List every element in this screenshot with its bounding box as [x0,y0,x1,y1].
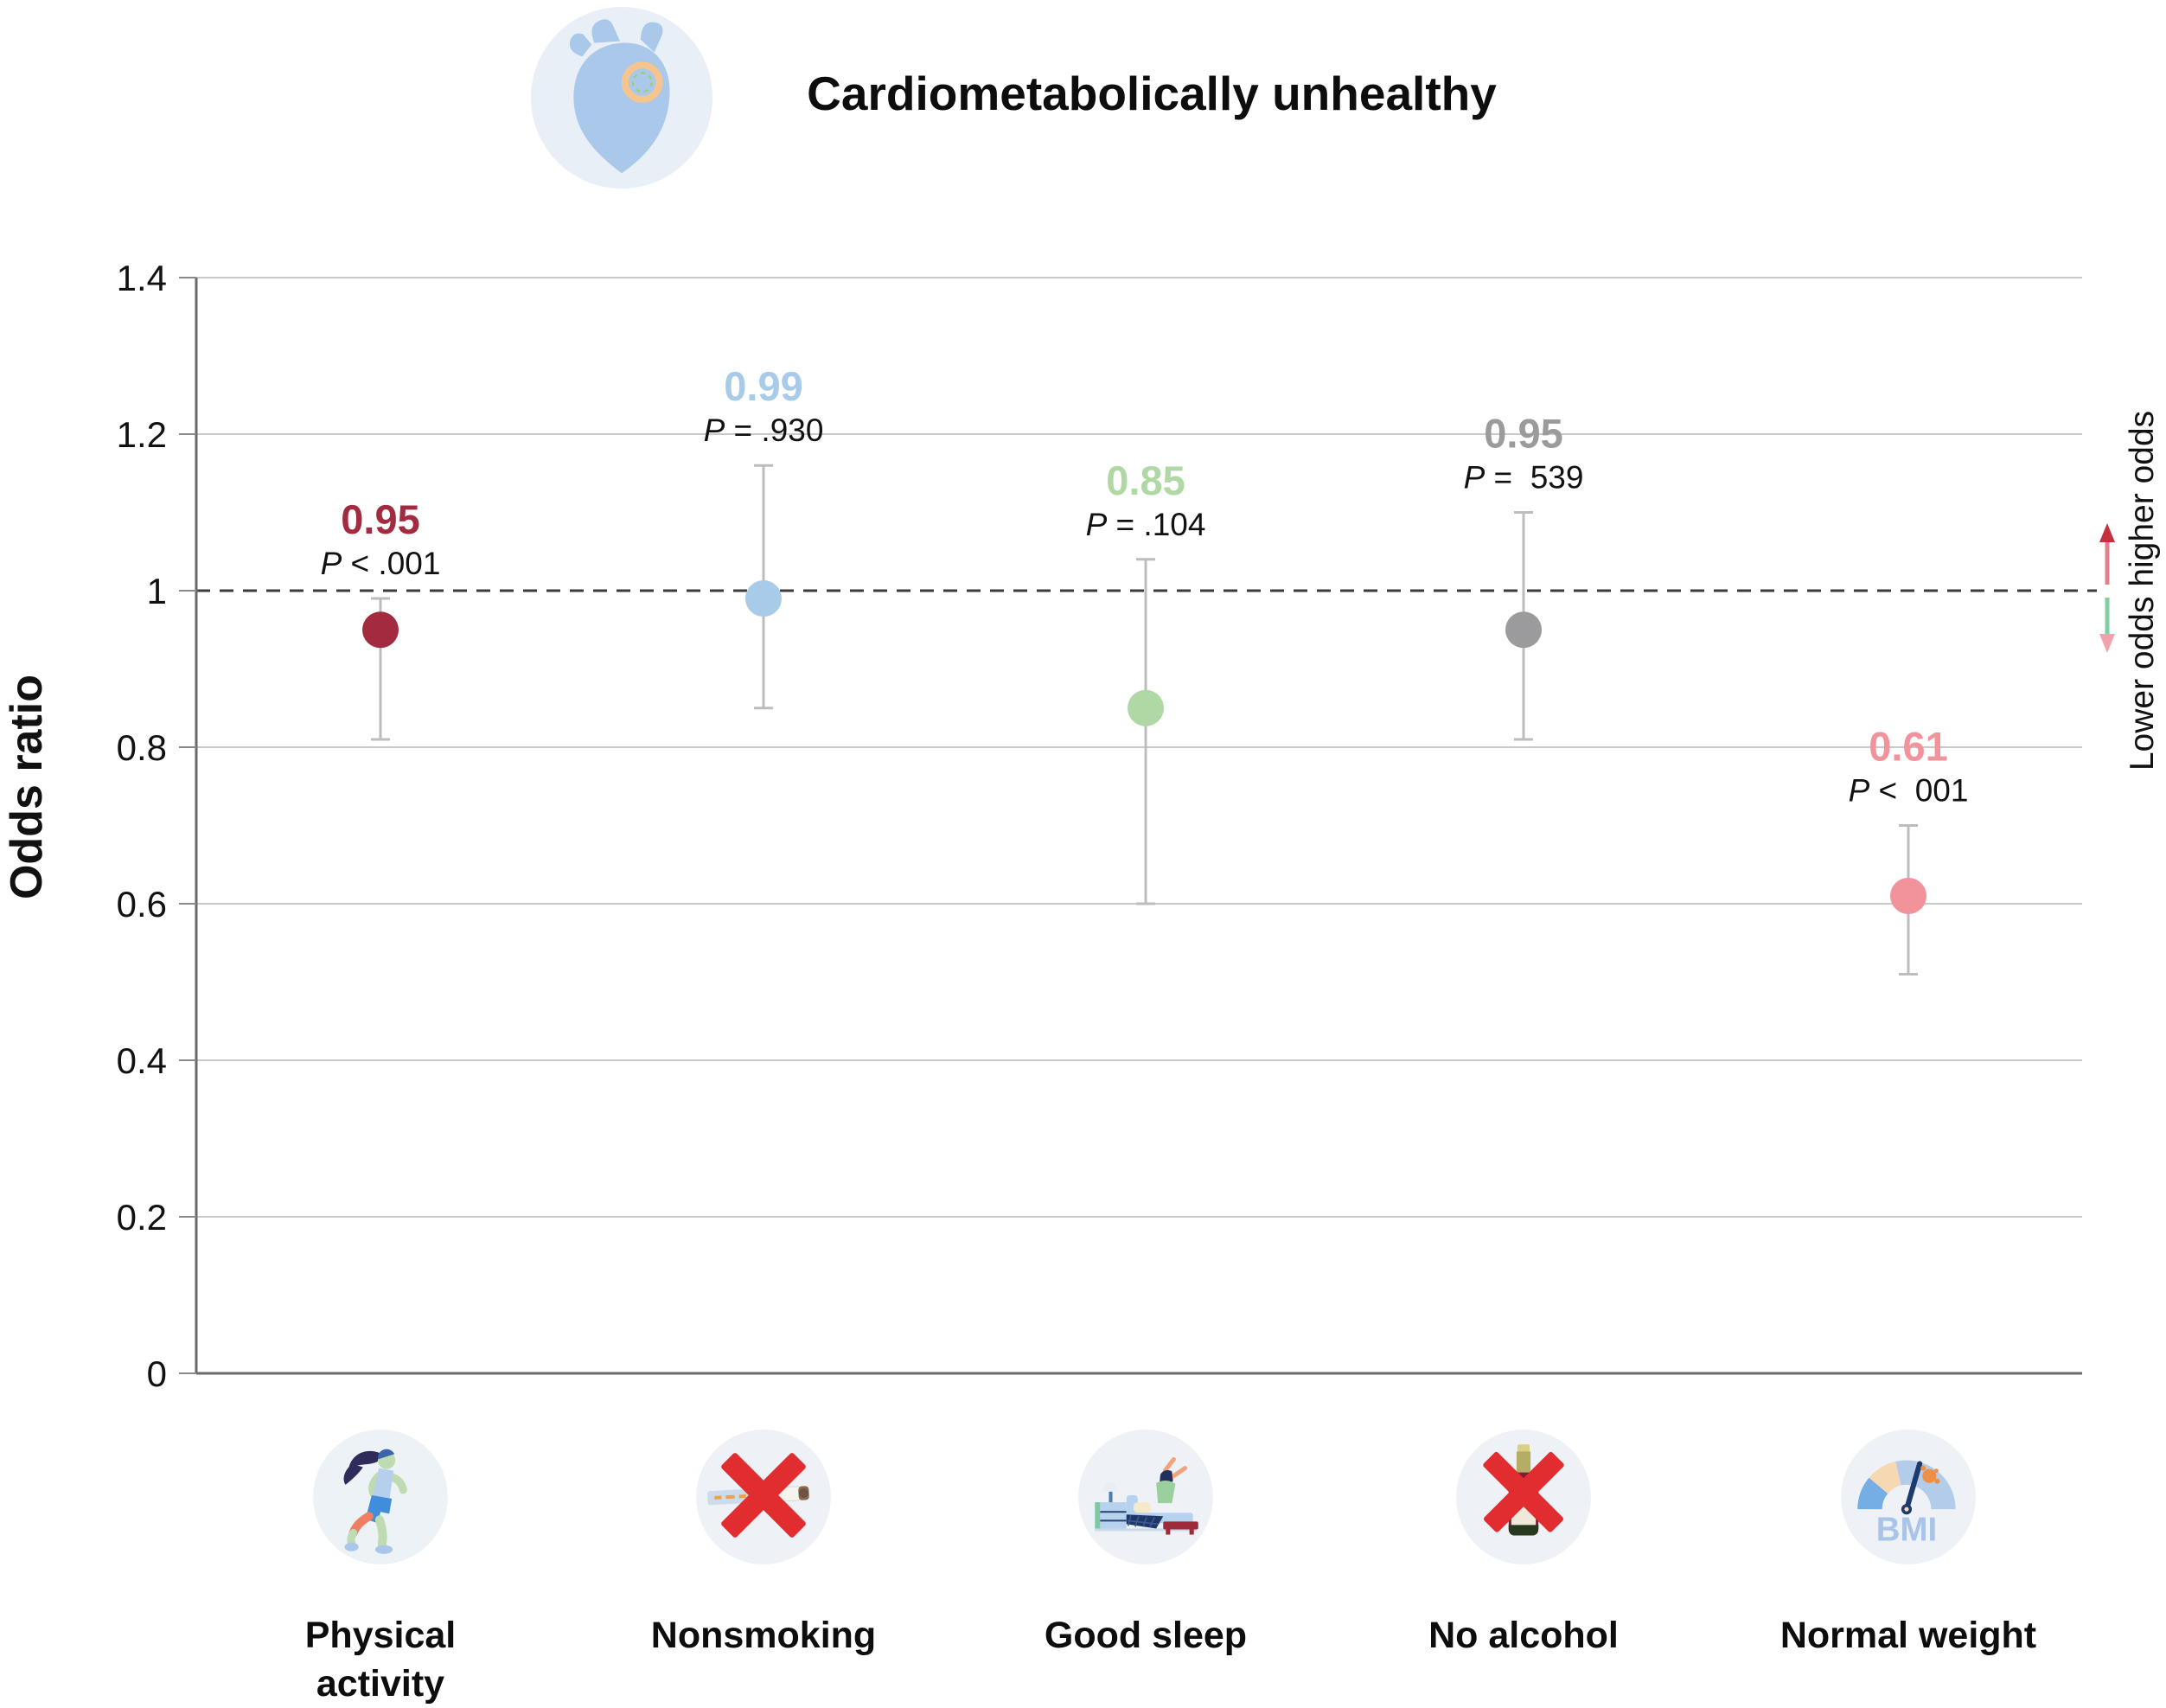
category-no-alcohol: No alcohol [1394,1427,1653,1660]
higher-odds-arrowhead [2099,523,2115,542]
category-label: Good sleep [1044,1615,1248,1656]
odds-ratio-label: 0.99 [724,363,802,409]
y-axis-title: Odds ratio [2,675,52,899]
p-value-label: P < .001 [321,546,441,581]
y-tick-label: 0 [147,1353,167,1394]
data-point [1128,689,1164,726]
y-tick-label: 0.2 [117,1197,167,1238]
y-tick-label: 1 [147,571,167,611]
p-value-label: P = 539 [1464,460,1584,496]
p-value-label: P = .930 [704,413,824,448]
odds-direction-label: Lower odds higher odds [2124,411,2161,771]
odds-ratio-label: 0.61 [1869,724,1947,770]
bmi-gauge-text: BMI [1876,1512,1938,1549]
y-tick-label: 0.8 [117,727,167,768]
category-normal-weight: BMI Normal weight [1779,1427,2038,1660]
data-point [1505,611,1542,649]
category-label: Normal weight [1779,1615,2037,1656]
odds-ratio-label: 0.95 [1484,411,1562,457]
data-point [1890,877,1926,914]
odds-ratio-label: 0.95 [341,496,419,542]
category-physical-activity: Physical activity [251,1427,510,1708]
p-value-label: P < 001 [1849,773,1969,809]
y-tick-label: 1.2 [117,414,167,455]
y-tick-label: 0.6 [117,884,167,924]
data-point [745,580,782,617]
odds-ratio-label: 0.85 [1106,457,1185,503]
odds-ratio-forest-plot: 1.4 1.2 1 0.8 0.6 0.4 0.2 0 Odds ratio 0.95 P < .0… [2,258,2161,1394]
category-label: Nonsmoking [650,1615,877,1656]
y-tick-label: 1.4 [117,258,167,298]
data-point [362,611,399,649]
y-tick-label: 0.4 [117,1040,167,1081]
category-label: Physical activity [304,1615,457,1705]
category-good-sleep: Good sleep [1016,1427,1275,1660]
category-nonsmoking: Nonsmoking [634,1427,893,1660]
bmi-gauge-icon: BMI [1841,1430,1976,1564]
page-title: Cardiometabolically unhealthy [807,67,1497,120]
p-value-label: P = .104 [1086,507,1206,542]
category-label: No alcohol [1428,1615,1619,1656]
lower-odds-arrowhead [2099,634,2115,653]
no-smoking-icon [696,1430,831,1564]
no-alcohol-icon [1456,1430,1591,1564]
good-sleep-icon [1078,1430,1213,1564]
heart-icon [530,6,713,189]
runner-icon [313,1430,448,1564]
